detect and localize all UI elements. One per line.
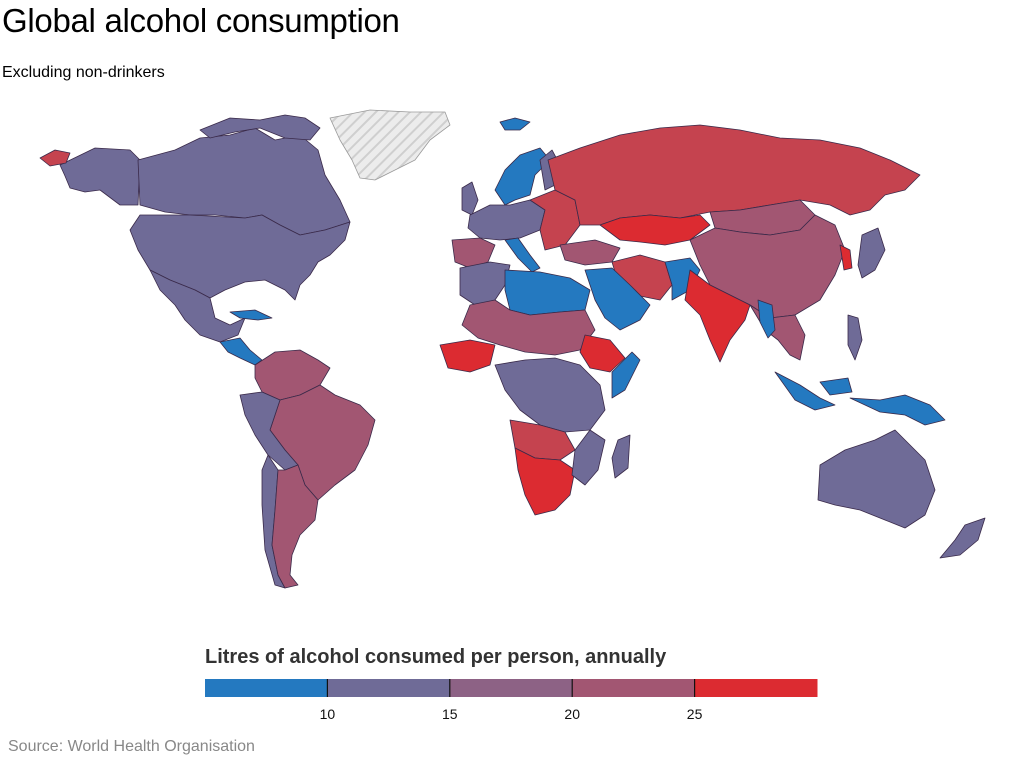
- region-north-africa-west: [459, 261, 511, 306]
- chart-title: Global alcohol consumption: [2, 2, 400, 39]
- legend-title: Litres of alcohol consumed per person, a…: [205, 646, 667, 668]
- region-mexico: [149, 269, 246, 343]
- region-east-africa-south: [571, 429, 606, 486]
- legend-color-segment: [449, 679, 573, 697]
- chart-subtitle: Excluding non-drinkers: [2, 64, 165, 81]
- region-central-america: [219, 337, 263, 366]
- legend-color-segment: [327, 679, 451, 697]
- legend-color-segment: [694, 679, 818, 697]
- region-central-africa: [494, 357, 606, 433]
- legend-tick-label: 25: [687, 706, 703, 722]
- region-canada-islands: [199, 114, 321, 141]
- legend-tick-label: 15: [442, 706, 458, 722]
- region-argentina: [271, 464, 319, 589]
- legend-color-segment: [205, 679, 328, 697]
- region-new-zealand: [939, 517, 986, 559]
- region-libya-egypt: [504, 269, 591, 316]
- region-myanmar: [757, 299, 776, 339]
- region-india: [684, 269, 751, 363]
- region-iceland: [499, 117, 531, 131]
- region-turkey: [559, 239, 621, 266]
- region-western-europe: [467, 199, 546, 241]
- legend-color-segment: [572, 679, 696, 697]
- region-australia: [817, 429, 936, 529]
- region-alaska: [59, 147, 141, 206]
- region-cuba: [229, 309, 273, 321]
- legend-tick-label: 20: [564, 706, 580, 722]
- region-south-africa: [514, 447, 576, 516]
- region-japan: [857, 227, 886, 279]
- region-greenland: [329, 109, 451, 181]
- region-ethiopia: [579, 334, 626, 373]
- region-italy: [504, 237, 541, 273]
- legend-tick-label: 10: [320, 706, 336, 722]
- region-west-africa-red: [439, 339, 496, 373]
- region-arabia: [584, 267, 651, 331]
- region-korea: [839, 244, 853, 271]
- world-map: [39, 109, 986, 589]
- region-philippines: [847, 314, 863, 361]
- region-kazakhstan: [599, 214, 711, 246]
- source-note: Source: World Health Organisation: [8, 738, 255, 755]
- region-madagascar: [611, 434, 631, 479]
- region-somalia: [611, 351, 641, 399]
- region-uk: [461, 181, 479, 216]
- region-chukotka: [39, 149, 71, 167]
- region-indonesia: [774, 371, 946, 426]
